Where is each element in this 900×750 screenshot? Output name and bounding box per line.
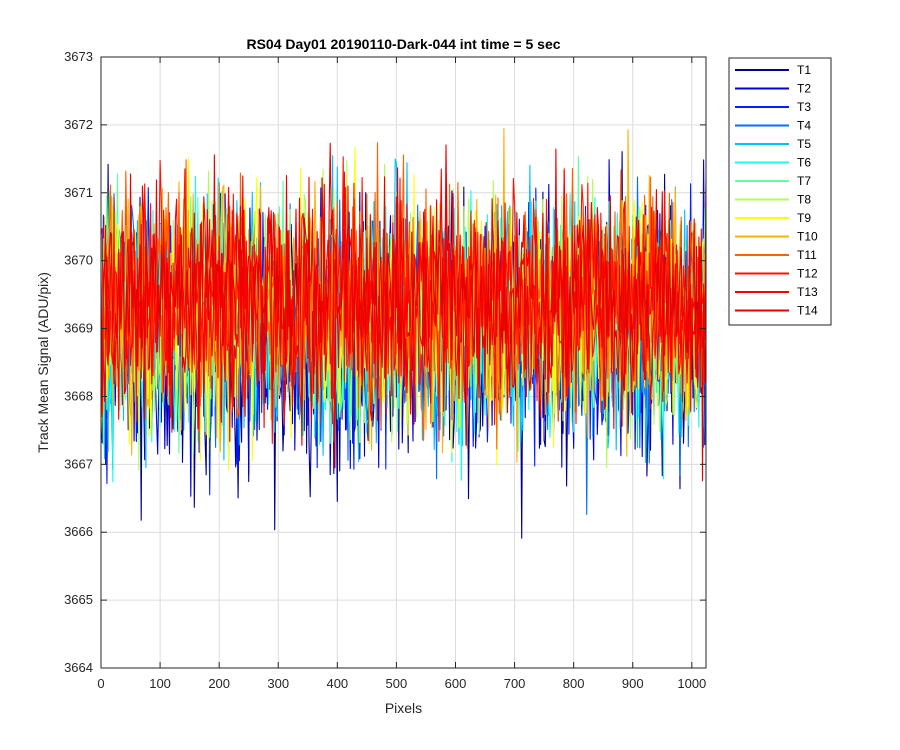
y-tick-label: 3664 — [64, 660, 93, 675]
legend-label: T13 — [797, 285, 818, 299]
legend-label: T7 — [797, 174, 811, 188]
legend-box — [728, 57, 832, 326]
x-tick-label: 400 — [326, 676, 348, 691]
x-tick-label: 200 — [208, 676, 230, 691]
legend-label: T4 — [797, 119, 811, 133]
legend-label: T2 — [797, 82, 811, 96]
x-tick-label: 800 — [563, 676, 585, 691]
series-line-t12 — [101, 156, 706, 444]
legend-label: T1 — [797, 63, 811, 77]
x-tick-label: 500 — [386, 676, 408, 691]
x-tick-label: 0 — [97, 676, 104, 691]
legend-label: T8 — [797, 193, 811, 207]
legend-label: T3 — [797, 100, 811, 114]
x-tick-label: 300 — [267, 676, 289, 691]
series-lines — [101, 128, 706, 539]
y-tick-label: 3673 — [64, 49, 93, 64]
chart-title: RS04 Day01 20190110-Dark-044 int time = … — [246, 36, 560, 52]
y-axis-label: Track Mean Signal (ADU/pix) — [35, 272, 51, 453]
legend-label: T5 — [797, 137, 811, 151]
x-axis-label: Pixels — [385, 700, 422, 716]
y-tick-label: 3668 — [64, 388, 93, 403]
axes-box — [100, 56, 707, 669]
x-tick-label: 1000 — [677, 676, 706, 691]
y-tick-label: 3665 — [64, 592, 93, 607]
x-tick-label: 900 — [622, 676, 644, 691]
y-tick-label: 3672 — [64, 117, 93, 132]
legend-label: T9 — [797, 211, 811, 225]
ticks: 0 100 200 300 400 500 600 700 800 900 1000 3664 3665… — [64, 49, 706, 691]
legend-label: T12 — [797, 267, 818, 281]
x-tick-label: 700 — [504, 676, 526, 691]
series-line-t14 — [101, 142, 706, 482]
legend-label: T14 — [797, 304, 818, 318]
y-tick-label: 3667 — [64, 456, 93, 471]
x-tick-label: 600 — [445, 676, 467, 691]
y-tick-label: 3671 — [64, 185, 93, 200]
y-tick-label: 3666 — [64, 524, 93, 539]
y-tick-label: 3669 — [64, 321, 93, 336]
x-tick-label: 100 — [149, 676, 171, 691]
legend: T1 T2 T3 T4 T5 T6 T7 T8 T9 T10 T11 T12 T13 T14 — [728, 57, 832, 326]
legend-label: T6 — [797, 156, 811, 170]
legend-label: T11 — [797, 248, 817, 262]
y-tick-label: 3670 — [64, 253, 93, 268]
legend-label: T10 — [797, 230, 818, 244]
